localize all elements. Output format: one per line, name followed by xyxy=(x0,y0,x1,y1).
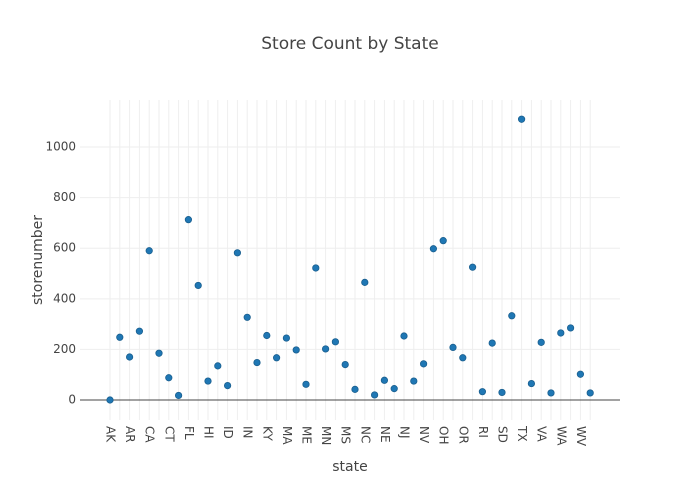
point xyxy=(214,362,222,370)
x-tick-label: MA xyxy=(280,426,294,445)
x-tick-label: VA xyxy=(535,426,549,442)
point xyxy=(537,338,545,346)
point xyxy=(380,376,388,384)
y-tick-label: 200 xyxy=(53,342,76,356)
x-tick-label: MS xyxy=(339,426,353,444)
point xyxy=(517,115,526,123)
point xyxy=(135,327,143,335)
point xyxy=(459,354,467,362)
x-tick-label: TX xyxy=(515,425,529,442)
x-tick-label: WV xyxy=(574,426,588,447)
x-tick-label: FL xyxy=(182,426,196,440)
x-tick-label: OH xyxy=(437,426,451,444)
x-tick-label: SD xyxy=(496,426,510,443)
point xyxy=(233,249,241,257)
point xyxy=(419,360,428,368)
point xyxy=(282,334,290,342)
x-tick-label: ME xyxy=(300,426,314,444)
x-tick-label: CA xyxy=(143,426,157,443)
point xyxy=(361,278,369,286)
point xyxy=(175,391,183,400)
y-tick-label: 1000 xyxy=(45,140,76,154)
x-tick-label: OR xyxy=(456,426,470,444)
x-tick-label: NV xyxy=(417,426,431,444)
x-tick-label: CT xyxy=(162,426,176,442)
point xyxy=(165,374,173,382)
point xyxy=(194,281,202,290)
point xyxy=(253,358,261,367)
x-tick-label: NJ xyxy=(398,426,412,439)
point xyxy=(272,354,281,362)
point xyxy=(508,312,516,320)
point xyxy=(116,333,124,341)
point xyxy=(400,332,408,340)
point xyxy=(370,391,379,399)
point xyxy=(331,338,339,346)
x-tick-label: NC xyxy=(358,426,372,443)
point xyxy=(468,263,477,271)
point xyxy=(498,388,506,397)
point xyxy=(478,388,486,396)
x-tick-label: KY xyxy=(260,426,274,441)
point xyxy=(351,385,359,393)
x-tick-label: IN xyxy=(241,426,255,439)
point xyxy=(204,377,212,385)
y-tick-label: 0 xyxy=(68,393,76,407)
point xyxy=(410,377,418,385)
y-axis-title: storenumber xyxy=(30,215,46,305)
x-tick-label: RI xyxy=(476,426,490,438)
x-tick-label: AR xyxy=(123,426,137,443)
point xyxy=(312,264,320,272)
point xyxy=(390,385,398,393)
x-axis-title: state xyxy=(332,459,367,475)
point xyxy=(576,370,585,378)
point xyxy=(145,247,153,255)
chart-title: Store Count by State xyxy=(261,34,438,54)
point xyxy=(449,343,457,351)
point xyxy=(547,389,555,397)
point xyxy=(429,245,437,253)
y-tick-label: 600 xyxy=(53,241,76,255)
point xyxy=(439,237,447,245)
point xyxy=(586,389,594,397)
point xyxy=(184,216,192,224)
y-tick-label: 400 xyxy=(53,291,76,305)
x-tick-label: ID xyxy=(221,426,235,439)
point xyxy=(566,324,575,332)
point xyxy=(243,313,251,321)
x-tick-label: WA xyxy=(554,426,568,446)
point xyxy=(106,396,114,404)
x-tick-label: HI xyxy=(202,426,216,439)
point xyxy=(292,346,300,354)
point xyxy=(224,381,232,390)
point xyxy=(263,331,271,340)
point xyxy=(321,345,330,353)
point xyxy=(527,379,536,388)
y-tick-label: 800 xyxy=(53,190,76,204)
x-tick-label: NE xyxy=(378,426,392,443)
x-tick-label: AK xyxy=(104,426,118,443)
x-tick-label: MN xyxy=(319,426,333,445)
point xyxy=(155,349,163,357)
point xyxy=(557,329,565,337)
point xyxy=(302,380,310,388)
point xyxy=(341,361,349,369)
point xyxy=(488,339,496,347)
point xyxy=(126,353,134,361)
